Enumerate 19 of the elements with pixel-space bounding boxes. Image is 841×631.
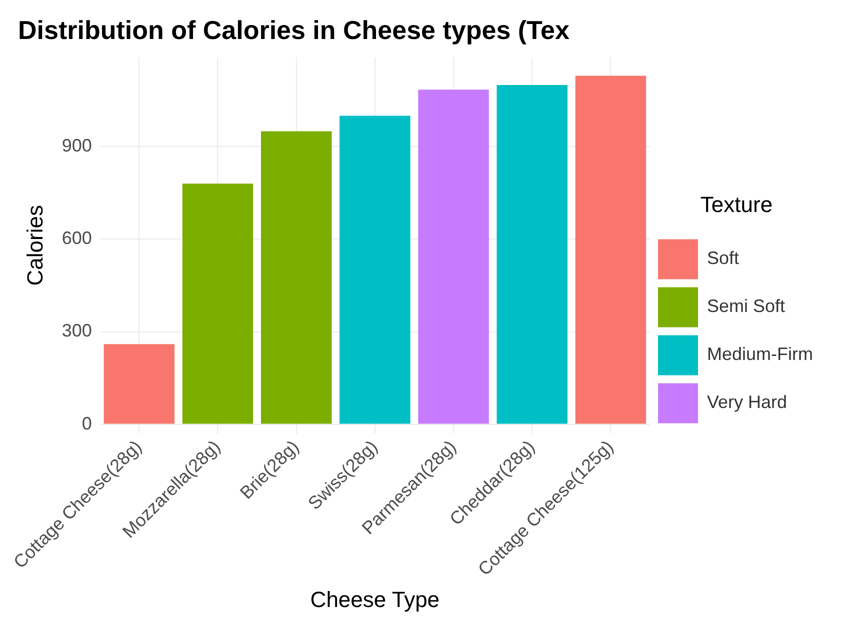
bar (340, 116, 410, 424)
bar (260, 131, 332, 424)
legend-label: Very Hard (707, 392, 788, 412)
bar (418, 90, 489, 424)
y-tick-label: 600 (62, 228, 92, 248)
legend-label: Medium-Firm (707, 344, 814, 364)
legend-title: Texture (700, 192, 773, 217)
x-axis-title: Cheese Type (310, 586, 440, 612)
y-tick-label: 300 (62, 320, 92, 341)
y-axis-title: Calories (22, 205, 48, 286)
y-tick-label: 900 (62, 136, 92, 156)
chart-title: Distribution of Calories in Cheese types (Tex (18, 14, 570, 45)
y-tick-label: 0 (82, 413, 92, 434)
bar (496, 84, 568, 424)
bar (575, 76, 646, 424)
legend-label: Semi Soft (707, 296, 786, 316)
bar (104, 344, 175, 424)
legend-label: Soft (707, 248, 740, 268)
bar (182, 184, 254, 424)
